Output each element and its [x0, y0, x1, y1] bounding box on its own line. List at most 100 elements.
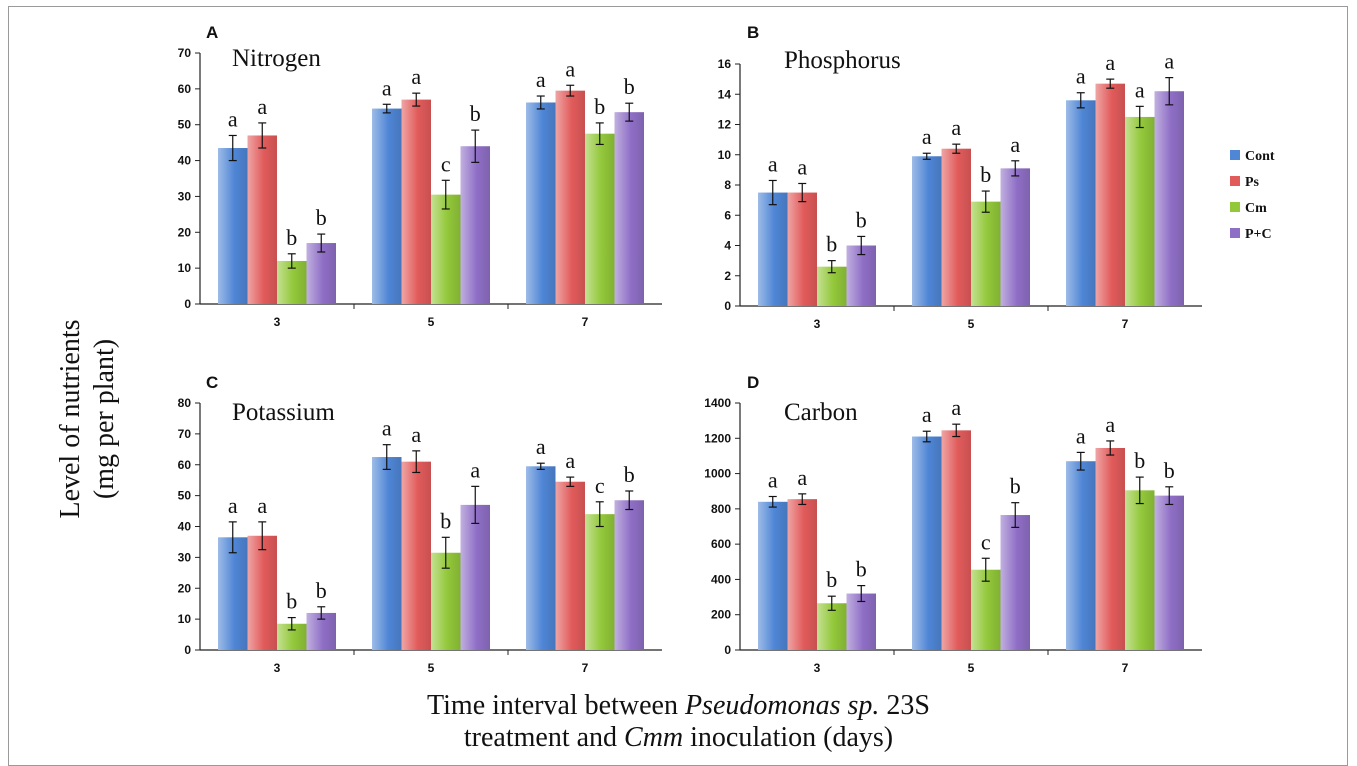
- significance-letter: a: [565, 56, 575, 81]
- significance-letter: b: [286, 225, 297, 250]
- bar-ps-3: [247, 535, 277, 650]
- x-tick-label: 7: [582, 661, 589, 675]
- x-tick-label: 3: [274, 661, 281, 675]
- significance-letter: a: [768, 468, 778, 493]
- bar-pc-7: [1154, 91, 1184, 306]
- significance-letter: b: [1134, 448, 1145, 473]
- legend-swatch-pc: [1230, 228, 1240, 238]
- bar-cm-5: [971, 201, 1001, 306]
- bar-cm-7: [585, 133, 615, 304]
- y-tick-label: 20: [178, 225, 192, 239]
- x-axis-label-line1-italic: Pseudomonas sp.: [684, 690, 880, 721]
- y-tick-label: 20: [178, 581, 192, 595]
- significance-letter: a: [951, 115, 961, 140]
- significance-letter: a: [1164, 49, 1174, 74]
- legend-swatch-cm: [1230, 202, 1240, 212]
- y-axis-label: Level of nutrients (mg per plant): [54, 249, 122, 589]
- significance-letter: a: [797, 465, 807, 490]
- significance-letter: b: [440, 508, 451, 533]
- x-tick-label: 7: [1122, 661, 1129, 675]
- significance-letter: a: [1010, 132, 1020, 157]
- y-tick-label: 70: [178, 427, 192, 441]
- legend-swatch-cont: [1230, 150, 1240, 160]
- panel-title: Phosphorus: [784, 47, 901, 74]
- bar-pc-3: [846, 593, 876, 650]
- y-tick-label: 2: [724, 269, 731, 283]
- y-tick-label: 800: [711, 502, 731, 516]
- bar-cont-5: [372, 108, 402, 304]
- y-axis-label-line1: Level of nutrients: [55, 319, 86, 519]
- bar-pc-3: [846, 245, 876, 306]
- x-axis-label-line1-post: 23S: [879, 690, 930, 721]
- significance-letter: a: [228, 493, 238, 518]
- bar-pc-3: [306, 243, 336, 304]
- bar-pc-7: [1154, 495, 1184, 650]
- significance-letter: a: [382, 416, 392, 441]
- x-axis-label-line1-pre: Time interval between: [427, 690, 685, 721]
- x-tick-label: 5: [968, 661, 975, 675]
- y-tick-label: 40: [178, 154, 192, 168]
- bar-cont-5: [912, 436, 942, 650]
- legend-label: Cm: [1245, 201, 1267, 216]
- y-axis-label-line2: (mg per plant): [89, 338, 120, 500]
- bar-pc-7: [614, 500, 644, 650]
- bar-cm-7: [1125, 116, 1155, 306]
- bar-pc-5: [1000, 168, 1030, 306]
- y-tick-label: 12: [718, 118, 732, 132]
- significance-letter: c: [441, 151, 451, 176]
- significance-letter: a: [1105, 412, 1115, 437]
- significance-letter: a: [797, 154, 807, 179]
- y-tick-label: 10: [178, 612, 192, 626]
- y-tick-label: 30: [178, 189, 192, 203]
- panel-title: Nitrogen: [232, 45, 321, 72]
- panel-letter: B: [747, 23, 759, 42]
- y-tick-label: 400: [711, 572, 731, 586]
- bar-ps-3: [787, 192, 817, 306]
- bar-ps-5: [941, 430, 971, 650]
- significance-letter: b: [856, 557, 867, 582]
- significance-letter: a: [257, 94, 267, 119]
- bar-cm-7: [585, 514, 615, 650]
- y-tick-label: 30: [178, 550, 192, 564]
- bar-pc-7: [614, 112, 644, 305]
- significance-letter: a: [768, 151, 778, 176]
- significance-letter: a: [1076, 64, 1086, 89]
- x-tick-label: 7: [1122, 317, 1129, 331]
- y-tick-label: 70: [178, 46, 192, 60]
- x-axis-label-line2: treatment and Cmm inoculation (days): [0, 722, 1357, 754]
- bar-cont-5: [912, 156, 942, 306]
- y-tick-label: 60: [178, 458, 192, 472]
- significance-letter: b: [826, 232, 837, 257]
- y-tick-label: 1400: [704, 396, 731, 410]
- significance-letter: a: [565, 448, 575, 473]
- x-tick-label: 5: [428, 315, 435, 329]
- bar-pc-5: [460, 504, 490, 650]
- bar-cm-5: [431, 194, 461, 304]
- significance-letter: b: [980, 162, 991, 187]
- significance-letter: a: [257, 493, 267, 518]
- bar-cont-3: [758, 501, 788, 650]
- y-tick-label: 10: [718, 148, 732, 162]
- significance-letter: b: [286, 589, 297, 614]
- legend-swatch-ps: [1230, 176, 1240, 186]
- significance-letter: b: [624, 462, 635, 487]
- bar-ps-3: [787, 499, 817, 650]
- y-tick-label: 1200: [704, 431, 731, 445]
- significance-letter: b: [826, 567, 837, 592]
- y-tick-label: 16: [718, 57, 732, 71]
- bar-cont-3: [218, 148, 248, 304]
- significance-letter: b: [856, 207, 867, 232]
- y-tick-label: 0: [184, 643, 191, 657]
- significance-letter: c: [981, 529, 991, 554]
- bar-cm-5: [971, 569, 1001, 650]
- significance-letter: b: [470, 101, 481, 126]
- y-tick-label: 10: [178, 261, 192, 275]
- significance-letter: b: [316, 205, 327, 230]
- bar-pc-5: [460, 146, 490, 304]
- significance-letter: b: [1164, 458, 1175, 483]
- legend: Cont Ps Cm P+C: [1230, 149, 1275, 242]
- panel-letter: D: [747, 373, 759, 392]
- x-tick-label: 3: [814, 317, 821, 331]
